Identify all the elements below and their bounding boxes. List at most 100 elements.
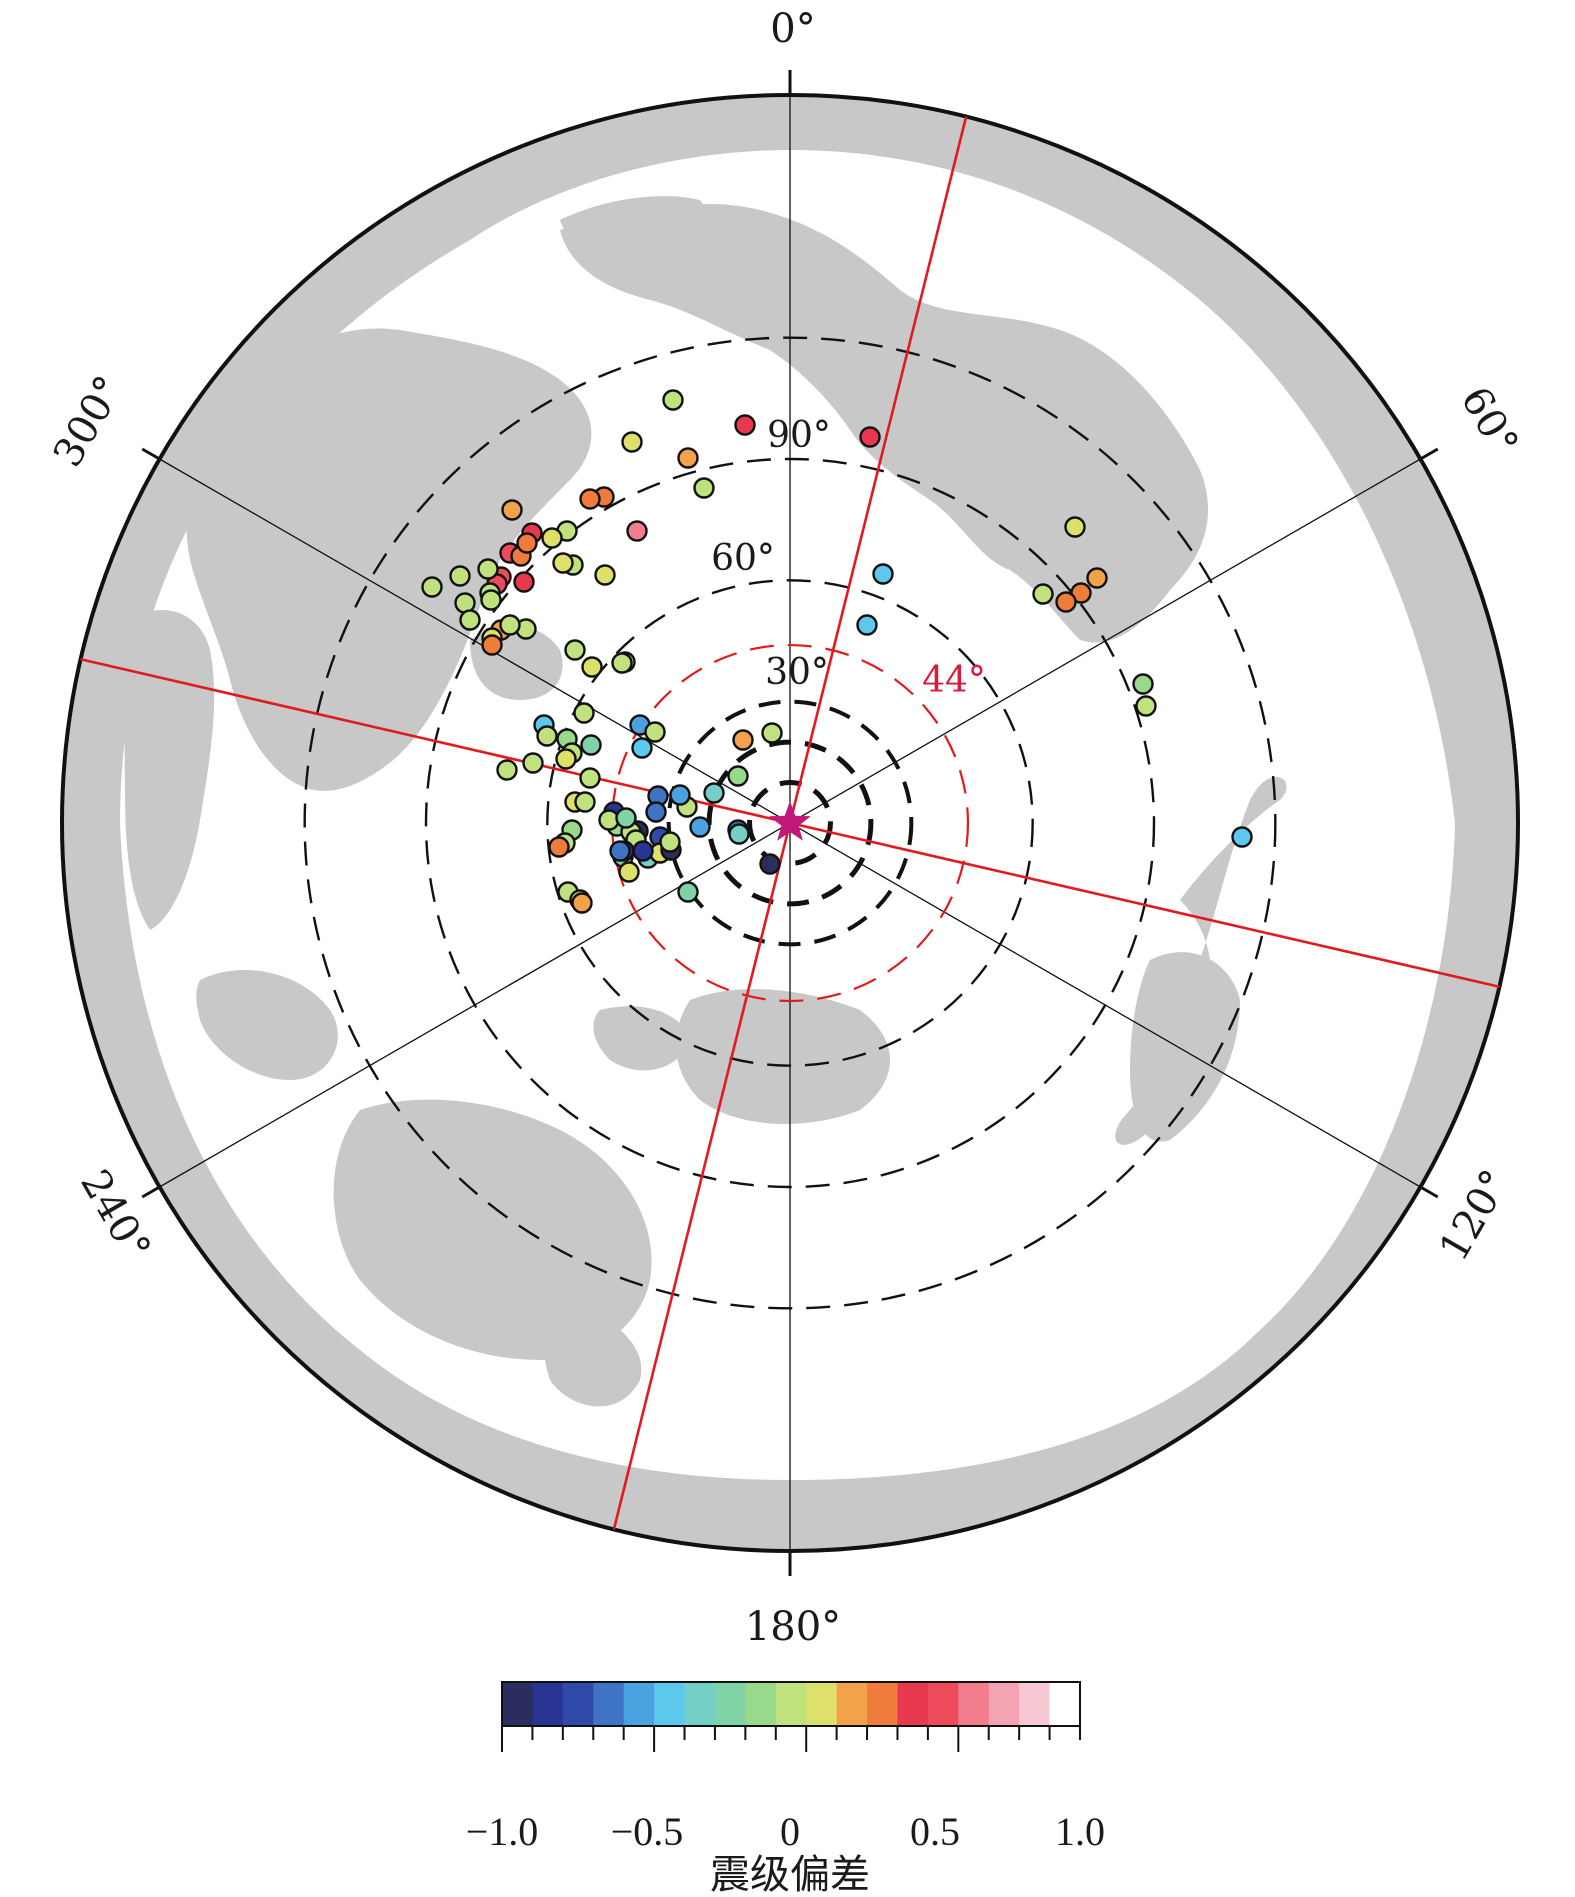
antarctic-area bbox=[676, 989, 890, 1124]
station-marker bbox=[677, 447, 699, 469]
station-marker bbox=[615, 807, 637, 829]
greenland bbox=[560, 196, 707, 265]
colorbar-swatch bbox=[1019, 1682, 1051, 1726]
colorbar-tick-label-05: 0.5 bbox=[910, 1809, 960, 1854]
colorbar-ticks bbox=[501, 1726, 1081, 1752]
station-marker bbox=[732, 729, 754, 751]
africa-horn bbox=[543, 1300, 642, 1407]
station-marker bbox=[872, 563, 894, 585]
south-america-main bbox=[1130, 952, 1240, 1142]
colorbar-swatch bbox=[897, 1682, 929, 1726]
africa bbox=[333, 1099, 652, 1360]
station-marker bbox=[459, 609, 481, 631]
tick-240 bbox=[141, 1184, 163, 1199]
station-marker bbox=[522, 752, 544, 774]
colorbar-swatch bbox=[502, 1682, 533, 1726]
colorbar-swatch bbox=[532, 1682, 564, 1726]
colorbar-tick-label-neg05: −0.5 bbox=[611, 1809, 684, 1854]
station-marker bbox=[728, 823, 750, 845]
station-marker bbox=[859, 426, 881, 448]
station-marker bbox=[516, 532, 538, 554]
colorbar-swatch bbox=[867, 1682, 898, 1726]
station-marker bbox=[1231, 826, 1253, 848]
station-marker bbox=[579, 767, 601, 789]
colorbar-swatch bbox=[1049, 1682, 1081, 1726]
station-marker bbox=[644, 721, 666, 743]
antarctic-peninsula bbox=[593, 1006, 690, 1071]
station-marker bbox=[645, 801, 667, 823]
station-marker bbox=[1086, 567, 1108, 589]
ring-label-60: 60° bbox=[711, 538, 775, 579]
distance-ring-10 bbox=[747, 780, 833, 866]
colorbar-swatch bbox=[806, 1682, 838, 1726]
station-marker bbox=[541, 527, 563, 549]
distance-ring-44 bbox=[610, 643, 970, 1003]
station-marker bbox=[594, 564, 616, 586]
station-marker bbox=[727, 765, 749, 787]
colorbar-swatch bbox=[562, 1682, 594, 1726]
colorbar-tick-label-1: 1.0 bbox=[1055, 1809, 1105, 1854]
station-markers bbox=[421, 389, 1253, 914]
land-masses bbox=[62, 95, 1518, 1551]
colorbar-swatch bbox=[775, 1682, 807, 1726]
azimuth-label-240: 240° bbox=[71, 1162, 159, 1268]
north-america bbox=[560, 203, 1209, 643]
station-marker bbox=[693, 477, 715, 499]
station-marker bbox=[1132, 673, 1154, 695]
azimuth-label-120: 120° bbox=[1431, 1162, 1519, 1268]
station-marker bbox=[703, 782, 725, 804]
station-marker bbox=[734, 414, 756, 436]
colorbar-swatch bbox=[593, 1682, 625, 1726]
colorbar-swatch bbox=[927, 1682, 959, 1726]
station-marker bbox=[1055, 591, 1077, 613]
colorbar-swatch bbox=[623, 1682, 655, 1726]
station-marker bbox=[513, 571, 535, 593]
station-marker bbox=[1032, 583, 1054, 605]
station-marker bbox=[548, 836, 570, 858]
station-marker bbox=[669, 784, 691, 806]
station-marker bbox=[626, 520, 648, 542]
colorbar-swatch bbox=[654, 1682, 686, 1726]
azimuth-label-60: 60° bbox=[1452, 379, 1527, 463]
colorbar bbox=[501, 1681, 1081, 1727]
station-marker bbox=[449, 565, 471, 587]
colorbar-swatch bbox=[745, 1682, 777, 1726]
west-land bbox=[124, 610, 215, 930]
station-marker bbox=[632, 840, 654, 862]
ring-label-44: 44° bbox=[922, 660, 986, 701]
station-marker bbox=[552, 552, 574, 574]
tick-60 bbox=[1417, 447, 1439, 462]
station-marker bbox=[609, 840, 631, 862]
ring-label-90: 90° bbox=[767, 415, 831, 456]
station-marker bbox=[555, 748, 577, 770]
station-marker bbox=[573, 702, 595, 724]
epicenter-star bbox=[769, 801, 811, 841]
station-marker bbox=[496, 759, 518, 781]
colorbar-frame bbox=[501, 1681, 1081, 1727]
station-marker bbox=[759, 853, 781, 875]
colorbar-tick-label-neg1: −1.0 bbox=[466, 1809, 539, 1854]
station-marker bbox=[580, 734, 602, 756]
station-marker bbox=[621, 431, 643, 453]
eurasia bbox=[186, 328, 592, 791]
station-marker bbox=[689, 816, 711, 838]
station-marker bbox=[501, 499, 523, 521]
station-marker bbox=[480, 589, 502, 611]
colorbar-swatch bbox=[988, 1682, 1020, 1726]
station-marker bbox=[662, 389, 684, 411]
station-marker bbox=[579, 488, 601, 510]
distance-ring-30 bbox=[666, 699, 914, 947]
station-marker bbox=[856, 614, 878, 636]
station-marker bbox=[571, 892, 593, 914]
station-marker bbox=[574, 791, 596, 813]
station-marker bbox=[477, 558, 499, 580]
station-marker bbox=[611, 652, 633, 674]
distance-ring-120 bbox=[303, 336, 1277, 1310]
station-marker bbox=[761, 722, 783, 744]
station-marker bbox=[618, 861, 640, 883]
colorbar-tick-label-0: 0 bbox=[780, 1809, 800, 1854]
station-marker bbox=[659, 831, 681, 853]
distance-ring-60 bbox=[546, 579, 1034, 1067]
colorbar-swatch bbox=[836, 1682, 868, 1726]
